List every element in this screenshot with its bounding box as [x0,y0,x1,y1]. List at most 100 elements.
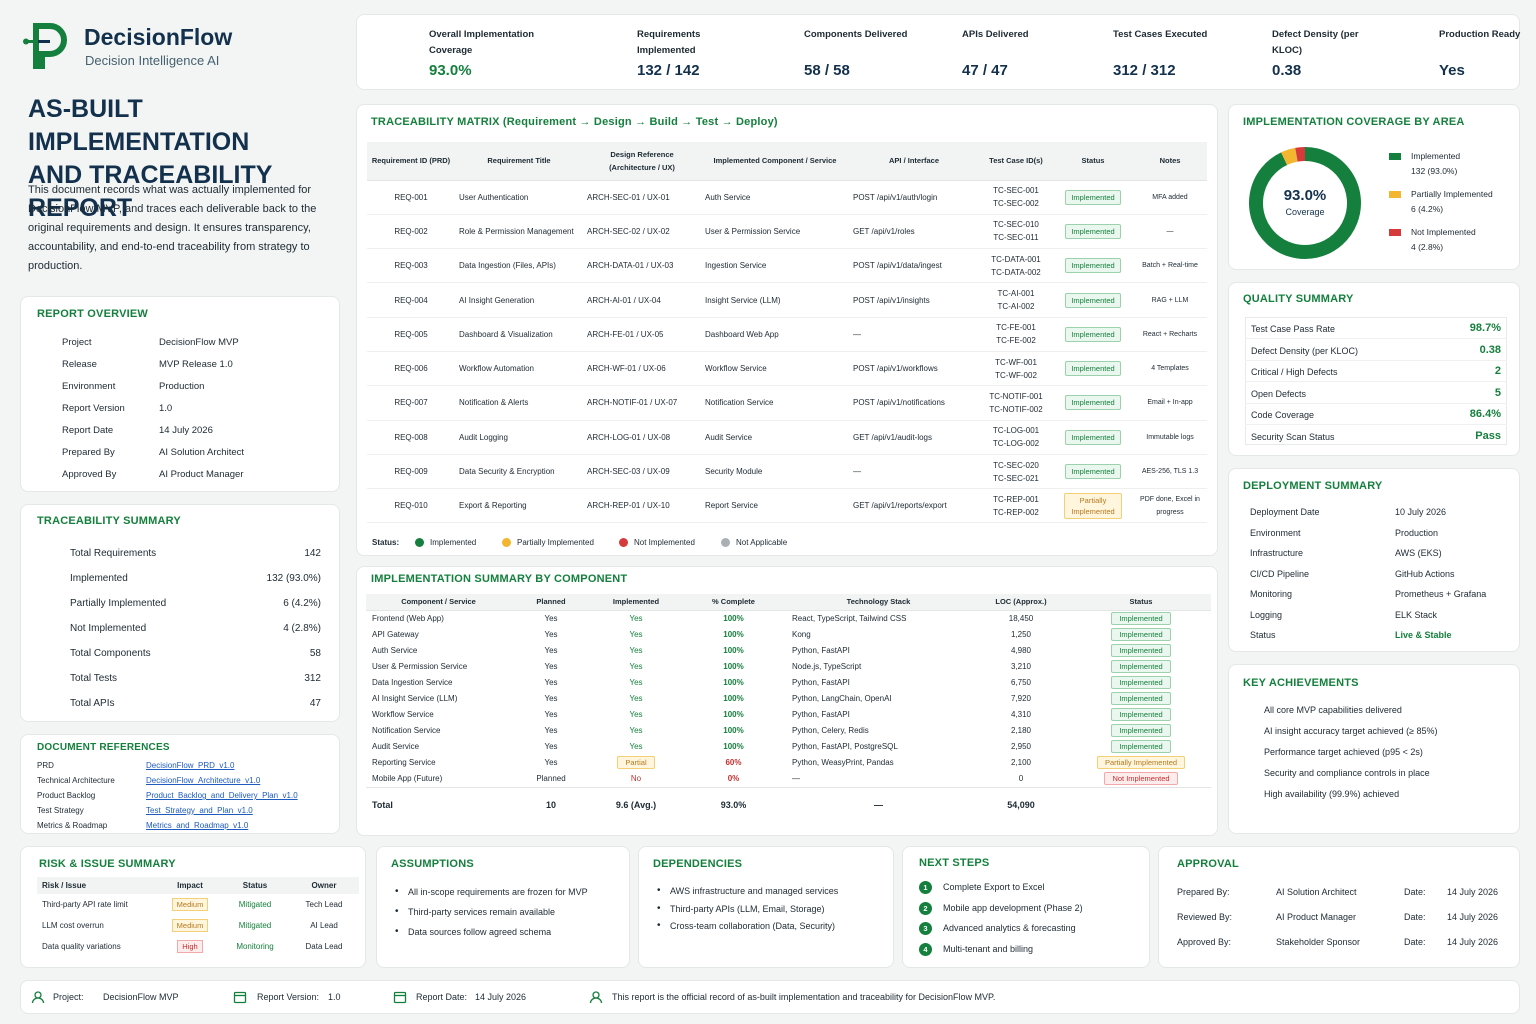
component-cell-component-service: User & Permission Service [372,661,468,671]
component-cell-technology-stack: Python, Celery, Redis [792,726,869,736]
matrix-cell-requirement-title: Data Security & Encryption [455,454,583,490]
trace-key: Not Implemented [70,623,147,634]
component-cell-component-service: Auth Service [372,645,418,655]
kpi-test-cases-executed: Test Cases Executed 312 / 312 [1041,15,1207,91]
approval-row-approved-by: Approved By: Stakeholder Sponsor Date: 14 J… [1177,937,1517,949]
component-header-technology-stack: Technology Stack [786,594,971,611]
achievement-item: Performance target achieved (p95 < 2s) [1243,745,1513,759]
matrix-cell-status: Implemented [1053,385,1133,421]
coverage-legend-label-partially-implemented: Partially Implemented [1411,189,1493,199]
matrix-cell-notes: Batch + Real-time [1133,248,1207,284]
status-badge: Implemented [1065,189,1121,205]
component-cell-status: Implemented [1071,707,1211,723]
deployment-key: Status [1250,630,1276,640]
traceability-matrix-title: TRACEABILITY MATRIX (Requirement → Desig… [371,116,778,128]
footer-note-text: This report is the official record of as… [612,992,996,1002]
risk-summary-title: RISK & ISSUE SUMMARY [39,858,176,870]
docref-link[interactable]: DecisionFlow_Architecture_v1.0 [146,776,261,785]
docref-key: Test Strategy [37,806,84,815]
approval-role: Reviewed By: [1177,912,1233,922]
component-cell-status: Implemented [1071,610,1211,626]
donut-slice-implemented [1249,147,1361,259]
document-references-panel: DOCUMENT REFERENCES PRD DecisionFlow_PRD_… [20,734,340,834]
overview-row-release: Release MVP Release 1.0 [37,357,337,373]
user-icon [589,991,603,1004]
component-cell-technology-stack: Node.js, TypeScript [792,661,862,671]
matrix-cell-test-case-id-s: TC-NOTIF-001 TC-NOTIF-002 [979,385,1053,421]
kpi-defect-density-per-kloc: Defect Density (per KLOC) 0.38 [1200,15,1364,91]
total-cell: Total [366,786,511,823]
step-text: Mobile app development (Phase 2) [943,902,1083,913]
quality-summary-title: QUALITY SUMMARY [1243,293,1354,305]
matrix-cell-implemented-component-service: User & Permission Service [701,214,849,250]
status-badge: Partially Implemented [1096,756,1186,770]
component-cell-loc-approx: 2,180 [1010,726,1032,736]
assumption-text: Data sources follow agreed schema [408,927,552,937]
coverage-legend-swatch [1389,191,1401,198]
matrix-cell-implemented-component-service: Workflow Service [701,351,849,387]
risk-cell-risk-issue: Third-party API rate limit [42,900,128,909]
matrix-cell-design-reference-architecture-ux: ARCH-DATA-01 / UX-03 [583,248,701,284]
donut-slice-not-implemented [1295,147,1306,162]
dependency-item: AWS infrastructure and managed services [657,885,887,898]
legend-item-not-applicable: Not Applicable [736,538,788,547]
document-references-title: DOCUMENT REFERENCES [37,742,170,753]
trace-key: Total Tests [70,673,118,684]
dependencies-title: DEPENDENCIES [653,858,743,870]
docref-link[interactable]: Product_Backlog_and_Delivery_Plan_v1.0 [146,791,298,800]
component-total-row: Total 10 9.6 (Avg.) 93.0% —54,090 [366,786,1211,823]
docref-link[interactable]: Metrics_and_Roadmap_v1.0 [146,821,249,830]
report-overview-title: REPORT OVERVIEW [37,308,148,320]
footer-bar: Project: DecisionFlow MVP Report Version… [20,980,1520,1014]
component-cell-complete: 0% [727,774,740,784]
component-cell-planned: Yes [544,726,558,736]
component-row: User & Permission Service Yes Yes 100% Node.… [366,658,1211,674]
matrix-cell-requirement-title: Data Ingestion (Files, APIs) [455,248,583,284]
overview-row-approved-by: Approved By AI Product Manager [37,467,337,483]
component-cell-complete: 100% [723,661,744,671]
component-cell-technology-stack: Python, LangChain, OpenAI [792,694,892,704]
user-icon [31,991,45,1004]
kpi-value: 47 / 47 [962,62,1008,79]
overview-key: Environment [62,381,116,392]
component-header-implemented: Implemented [591,594,681,611]
quality-value: 0.38 [1479,343,1501,356]
matrix-cell-requirement-id-prd: REQ-008 [367,420,455,455]
matrix-header-status: Status [1053,142,1133,181]
footer-version-label: Report Version: [257,992,320,1002]
status-badge: Implemented [1111,675,1171,689]
test-case-id: TC-NOTIF-002 [989,404,1043,414]
achievement-item: Security and compliance controls in plac… [1243,766,1513,780]
component-summary-table: Component / Service Planned Implemented% C… [366,594,1211,823]
deployment-row-logging: Logging ELK Stack [1250,610,1510,622]
approval-date: 14 July 2026 [1447,937,1499,947]
overview-key: Project [62,337,92,348]
deployment-value: AWS (EKS) [1395,548,1442,558]
docref-link[interactable]: DecisionFlow_PRD_v1.0 [146,761,235,770]
docref-link[interactable]: Test_Strategy_and_Plan_v1.0 [146,806,253,815]
matrix-row: REQ-008 Audit Logging ARCH-LOG-01 / UX-08 A… [367,420,1207,455]
test-case-id: TC-AI-001 [997,289,1035,299]
matrix-cell-implemented-component-service: Audit Service [701,420,849,455]
test-case-id: TC-WF-001 [995,357,1037,367]
approval-panel: APPROVAL Prepared By: AI Solution Archite… [1158,846,1520,968]
quality-value: Pass [1475,429,1501,442]
component-cell-status: Implemented [1071,674,1211,690]
status-badge: Implemented [1111,643,1171,657]
component-cell-complete: 100% [723,613,744,623]
risk-cell-status: Mitigated [238,900,272,909]
component-row: API Gateway Yes Yes 100% Kong 1,250 Implemente… [366,626,1211,642]
test-case-id: TC-SEC-021 [993,473,1039,483]
traceability-matrix-panel: TRACEABILITY MATRIX (Requirement → Desig… [356,104,1218,556]
trace-value: 132 (93.0%) [266,573,321,584]
component-cell-complete: 60% [725,758,742,768]
matrix-cell-requirement-id-prd: REQ-004 [367,282,455,318]
component-cell-loc-approx: 1,250 [1010,629,1032,639]
component-cell-implemented: Yes [629,726,643,736]
footer-version-value: 1.0 [328,992,341,1002]
matrix-cell-design-reference-architecture-ux: ARCH-SEC-03 / UX-09 [583,454,701,490]
key-achievements-panel: KEY ACHIEVEMENTS All core MVP capabiliti… [1228,664,1520,834]
matrix-cell-status: Implemented [1053,248,1133,284]
component-cell-loc-approx: 6,750 [1010,677,1032,687]
next-step-item: 4 Multi-tenant and billing [919,942,1149,957]
